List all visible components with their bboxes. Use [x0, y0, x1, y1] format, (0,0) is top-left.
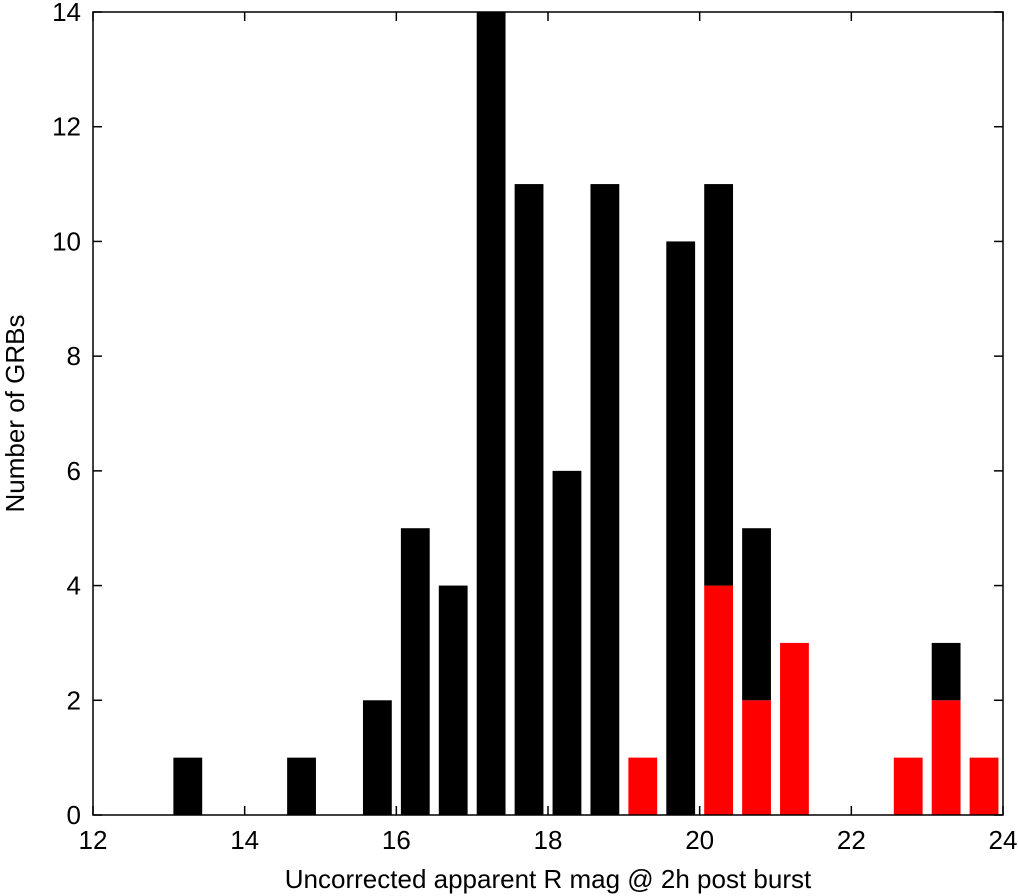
- y-tick-label-5: 10: [52, 226, 81, 256]
- y-tick-label-4: 8: [67, 341, 81, 371]
- y-tick-label-7: 14: [52, 0, 81, 27]
- bar-black-5: [362, 700, 392, 815]
- bar-red-20: [931, 700, 961, 815]
- bar-red-19: [893, 757, 923, 815]
- y-tick-label-6: 12: [52, 112, 81, 142]
- x-tick-label-3: 18: [534, 825, 563, 855]
- y-tick-label-3: 6: [67, 456, 81, 486]
- bar-red-16: [780, 642, 809, 815]
- bar-black-0: [173, 757, 203, 815]
- bars-group: [173, 12, 999, 816]
- x-tick-label-0: 12: [79, 825, 108, 855]
- x-tick-label-1: 14: [230, 825, 259, 855]
- bar-black-10: [552, 470, 582, 815]
- plot-frame: [92, 11, 1004, 816]
- bar-black-6: [400, 528, 430, 815]
- y-axis-label: Number of GRBs: [0, 315, 30, 513]
- bar-black-14: [704, 184, 734, 586]
- bar-black-3: [287, 757, 316, 815]
- x-tick-label-4: 20: [685, 825, 714, 855]
- x-tick-label-6: 24: [989, 825, 1018, 855]
- ticks-group: [92, 11, 1004, 816]
- bar-red-12: [628, 757, 658, 815]
- y-tick-label-1: 2: [67, 685, 81, 715]
- bar-black-13: [666, 241, 696, 815]
- y-tick-label-0: 0: [67, 800, 81, 830]
- bar-black-11: [590, 184, 620, 816]
- bar-black-8: [476, 12, 506, 815]
- bar-black-9: [514, 184, 544, 816]
- bar-red-15: [742, 700, 771, 815]
- bar-red-21: [969, 757, 999, 815]
- x-tick-label-2: 16: [382, 825, 411, 855]
- x-axis-label: Uncorrected apparent R mag @ 2h post bur…: [285, 864, 812, 894]
- bar-black-7: [438, 585, 468, 815]
- bar-black-20: [931, 642, 961, 701]
- bar-red-14: [704, 585, 734, 815]
- y-tick-label-2: 4: [67, 571, 81, 601]
- bar-black-15: [742, 528, 771, 701]
- x-tick-label-5: 22: [837, 825, 866, 855]
